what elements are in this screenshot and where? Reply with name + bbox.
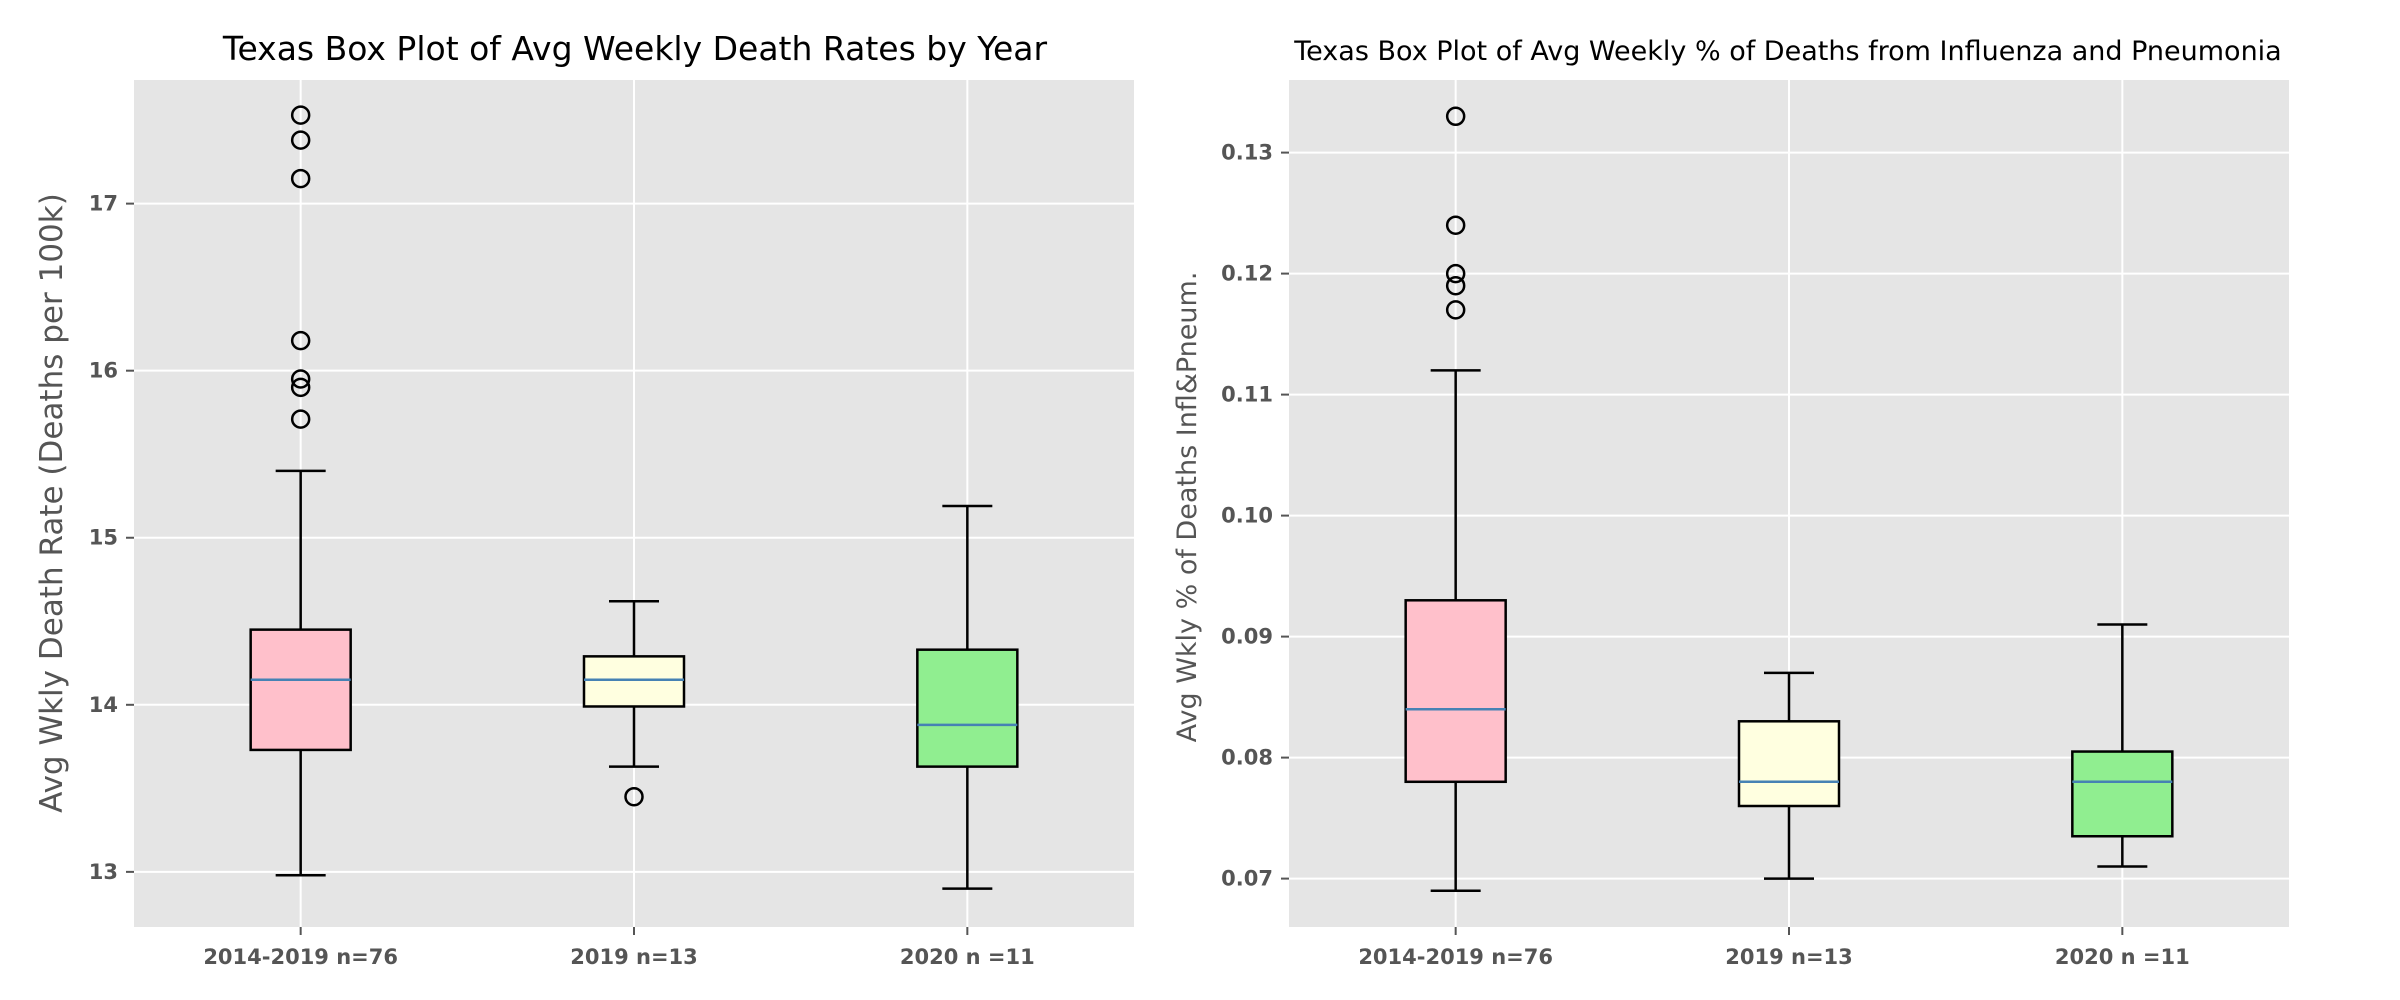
y-tick-label: 0.10 bbox=[1221, 504, 1273, 528]
outlier-point bbox=[1445, 263, 1466, 284]
box-2014-2019-n-76 bbox=[1404, 106, 1507, 892]
outlier-point bbox=[290, 409, 311, 429]
y-axis-label-death-rate: Avg Wkly Death Rate (Deaths per 100k) bbox=[34, 193, 70, 813]
outlier-point bbox=[290, 377, 311, 398]
y-tick-label: 17 bbox=[89, 192, 118, 216]
x-tick-label: 2020 n =11 bbox=[900, 945, 1035, 969]
x-tick-label: 2014-2019 n=76 bbox=[203, 945, 398, 969]
y-tick-label: 0.08 bbox=[1221, 746, 1273, 770]
y-axis-label-influenza-pneumonia: Avg Wkly % of Deaths Infl&Pneum. bbox=[1172, 272, 1203, 743]
y-tick-label: 16 bbox=[89, 359, 118, 383]
outlier-point bbox=[290, 168, 311, 189]
y-ticks-death-rate: 13 14 15 16 17 bbox=[89, 192, 134, 884]
chart-influenza-pneumonia: Texas Box Plot of Avg Weekly % of Deaths… bbox=[1172, 36, 2289, 969]
y-tick-label: 0.07 bbox=[1221, 867, 1273, 891]
y-tick-label: 0.11 bbox=[1221, 383, 1273, 407]
outlier-point bbox=[290, 369, 311, 389]
x-tick-label: 2020 n =11 bbox=[2055, 945, 2190, 969]
box-2014-2019-n-76 bbox=[249, 105, 352, 877]
box-body bbox=[916, 648, 1019, 768]
chart-title-death-rate: Texas Box Plot of Avg Weekly Death Rates… bbox=[222, 29, 1048, 68]
x-ticks-influenza-pneumonia: 2014-2019 n=76 2019 n=13 2020 n =11 bbox=[1358, 927, 2190, 969]
chart-title-influenza-pneumonia: Texas Box Plot of Avg Weekly % of Deaths… bbox=[1293, 36, 2281, 67]
box-body bbox=[582, 655, 686, 708]
box-2019-n-13 bbox=[582, 599, 686, 807]
box-body bbox=[1737, 720, 1841, 808]
box-body bbox=[249, 628, 352, 752]
y-tick-label: 14 bbox=[89, 693, 118, 717]
outlier-point bbox=[290, 330, 311, 351]
y-tick-label: 0.12 bbox=[1221, 262, 1273, 286]
box-2020-n-11 bbox=[2071, 623, 2174, 868]
y-tick-label: 13 bbox=[89, 860, 118, 884]
y-tick-label: 0.13 bbox=[1221, 141, 1273, 165]
box-body bbox=[1404, 599, 1507, 784]
y-tick-label: 0.09 bbox=[1221, 625, 1273, 649]
chart-death-rate: Texas Box Plot of Avg Weekly Death Rates… bbox=[34, 29, 1134, 969]
outlier-point bbox=[1445, 275, 1466, 296]
boxes-influenza-pneumonia bbox=[1404, 106, 2174, 892]
outlier-point bbox=[290, 105, 311, 125]
y-ticks-influenza-pneumonia: 0.07 0.08 0.09 0.10 0.11 0.12 0.13 bbox=[1221, 141, 1289, 891]
outlier-point bbox=[1445, 215, 1466, 235]
y-tick-label: 15 bbox=[89, 526, 118, 550]
box-2020-n-11 bbox=[916, 504, 1019, 890]
box-2019-n-13 bbox=[1737, 671, 1841, 880]
x-tick-label: 2019 n=13 bbox=[1725, 945, 1853, 969]
outlier-point bbox=[1445, 300, 1466, 320]
x-ticks-death-rate: 2014-2019 n=76 2019 n=13 2020 n =11 bbox=[203, 927, 1035, 969]
outlier-point bbox=[290, 130, 311, 150]
x-tick-label: 2014-2019 n=76 bbox=[1358, 945, 1553, 969]
box-body bbox=[2071, 750, 2174, 838]
outlier-point bbox=[624, 786, 644, 807]
outlier-point bbox=[1445, 106, 1466, 127]
x-tick-label: 2019 n=13 bbox=[570, 945, 698, 969]
boxes-death-rate bbox=[249, 105, 1019, 890]
